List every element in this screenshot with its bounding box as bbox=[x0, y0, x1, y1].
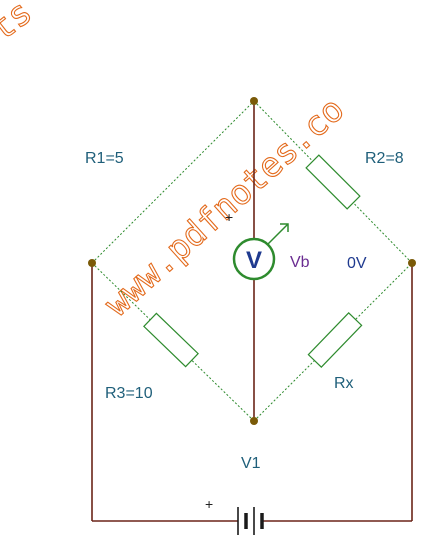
node-right bbox=[408, 259, 416, 267]
voltmeter: V + bbox=[225, 209, 289, 281]
watermark-url-text: www.pdfnotes.co bbox=[97, 90, 352, 325]
resistor-r3 bbox=[143, 312, 199, 368]
wiring bbox=[91, 101, 413, 522]
label-r1: R1=5 bbox=[85, 150, 124, 167]
label-meter-name: Vb bbox=[290, 254, 310, 271]
node-top bbox=[250, 97, 258, 105]
voltmeter-arrow-head bbox=[280, 223, 289, 232]
label-r3: R3=10 bbox=[105, 385, 153, 402]
voltmeter-plus-sign: + bbox=[225, 209, 233, 225]
battery-v1: + bbox=[205, 496, 264, 535]
battery-plus-sign: + bbox=[205, 496, 213, 512]
resistor-rx bbox=[307, 312, 363, 368]
watermark-corner-text: ts bbox=[0, 0, 40, 49]
node-left bbox=[88, 259, 96, 267]
resistor-r2 bbox=[305, 154, 361, 210]
label-rx: Rx bbox=[334, 375, 354, 392]
voltmeter-symbol: V bbox=[246, 247, 262, 274]
node-bottom bbox=[250, 417, 258, 425]
watermark: ts www.pdfnotes.co bbox=[0, 0, 353, 325]
labels: R1=5 R2=8 R3=10 Rx Vb 0V V1 bbox=[85, 150, 404, 472]
nodes bbox=[88, 97, 416, 425]
voltmeter-arrow-shaft bbox=[267, 223, 289, 245]
voltmeter-ring bbox=[232, 237, 276, 281]
arm-rx-link bbox=[253, 262, 413, 422]
resistors bbox=[143, 154, 363, 368]
label-source-v1: V1 bbox=[241, 455, 261, 472]
label-meter-reading: 0V bbox=[347, 255, 367, 272]
label-r2: R2=8 bbox=[365, 150, 404, 167]
